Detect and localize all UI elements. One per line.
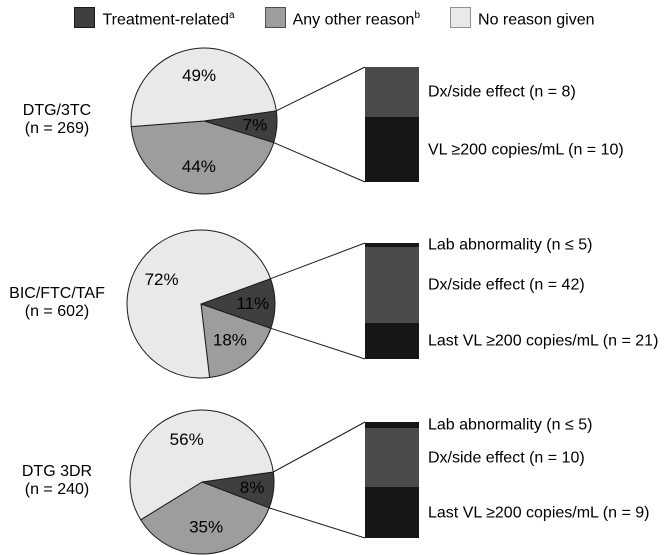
bar-segment-label: Lab abnormality (n ≤ 5) [428,236,593,254]
legend-label-any-other-reason: Any other reasonb [292,9,421,29]
pct-label: 56% [170,430,204,449]
bar-segment [365,487,419,538]
pct-label: 35% [189,517,223,536]
pct-label: 11% [236,294,269,313]
group-label: DTG/3TC (n = 269) [0,102,114,138]
pie-slice-bic-ftc-taf-other [200,303,272,379]
group-label: BIC/FTC/TAF (n = 602) [0,285,114,321]
group-name: BIC/FTC/TAF [9,285,105,302]
pie-slice-dtg-3dr-none [129,409,274,521]
group-name: DTG 3DR [21,463,93,480]
bar-segment-label: Lab abnormality (n ≤ 5) [428,416,593,434]
connector-line-lower [273,142,366,183]
bar-segment-label: Dx/side effect (n = 8) [428,83,576,101]
pct-label: 18% [213,331,247,350]
group-name: DTG/3TC [22,102,92,119]
pie-slice-dtg-3tc-other [130,120,275,195]
bar-segment-label: Last VL ≥200 copies/mL (n = 9) [428,504,650,521]
group-n: (n = 269) [24,120,90,137]
group-n: (n = 602) [24,303,90,320]
bar-segment [365,67,419,117]
connector-line-upper [276,66,366,112]
legend-label-treatment-related: Treatment-relateda [102,9,235,29]
legend: Treatment-relateda Any other reasonb No … [0,4,669,32]
legend-swatch-any-other-reason [264,7,286,29]
legend-swatch-treatment-related [74,7,96,29]
bar-segment [365,247,419,323]
legend-item-no-reason-given: No reason given [450,5,595,31]
bar-segment-label: VL ≥200 copies/mL (n = 10) [428,141,624,158]
bar-segment [365,422,419,428]
bar-segment-label: Dx/side effect (n = 42) [428,276,585,294]
pct-label: 8% [240,478,265,497]
pie-slice-dtg-3tc-none [130,47,277,128]
pct-label: 7% [243,116,268,135]
bar-segment [365,243,419,247]
connector-line-upper [270,242,366,280]
connector-line-upper [273,421,366,473]
group-label: DTG 3DR (n = 240) [0,463,114,499]
bar-segment [365,117,419,182]
legend-item-treatment-related: Treatment-relateda [74,5,235,31]
pct-label: 49% [182,66,216,85]
bar-segment-label: Last VL ≥200 copies/mL (n = 21) [428,332,659,350]
pie-slice-bic-ftc-taf-none [126,229,272,379]
pct-label: 44% [182,157,216,176]
bar-segment [365,428,419,487]
bar-segment-label: Dx/side effect (n = 10) [428,449,585,466]
connector-line-lower [270,327,366,360]
legend-item-any-other-reason: Any other reasonb [264,5,421,31]
connector-line-lower [269,507,366,539]
legend-swatch-no-reason-given [450,7,472,29]
bar-segment [365,323,419,359]
group-n: (n = 240) [24,481,90,498]
legend-label-no-reason-given: No reason given [478,11,595,29]
pct-label: 72% [145,270,179,289]
